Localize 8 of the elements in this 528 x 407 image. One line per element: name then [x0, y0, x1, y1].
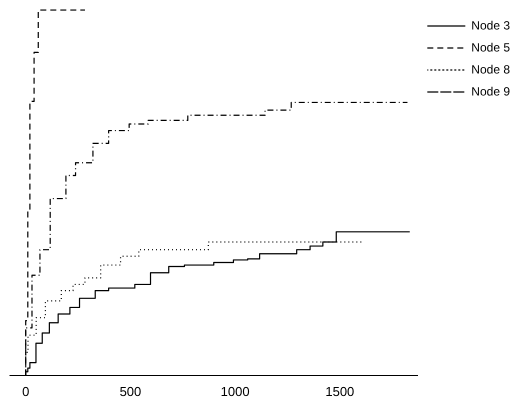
legend-label: Node 3	[471, 18, 510, 32]
x-tick-label: 1000	[220, 384, 250, 399]
legend-label: Node 8	[471, 62, 510, 76]
x-tick-label: 500	[120, 384, 142, 399]
legend-label: Node 5	[471, 40, 510, 54]
x-tick-label: 1500	[325, 384, 354, 399]
x-tick-label: 0	[22, 384, 30, 399]
legend-label: Node 9	[471, 84, 510, 98]
